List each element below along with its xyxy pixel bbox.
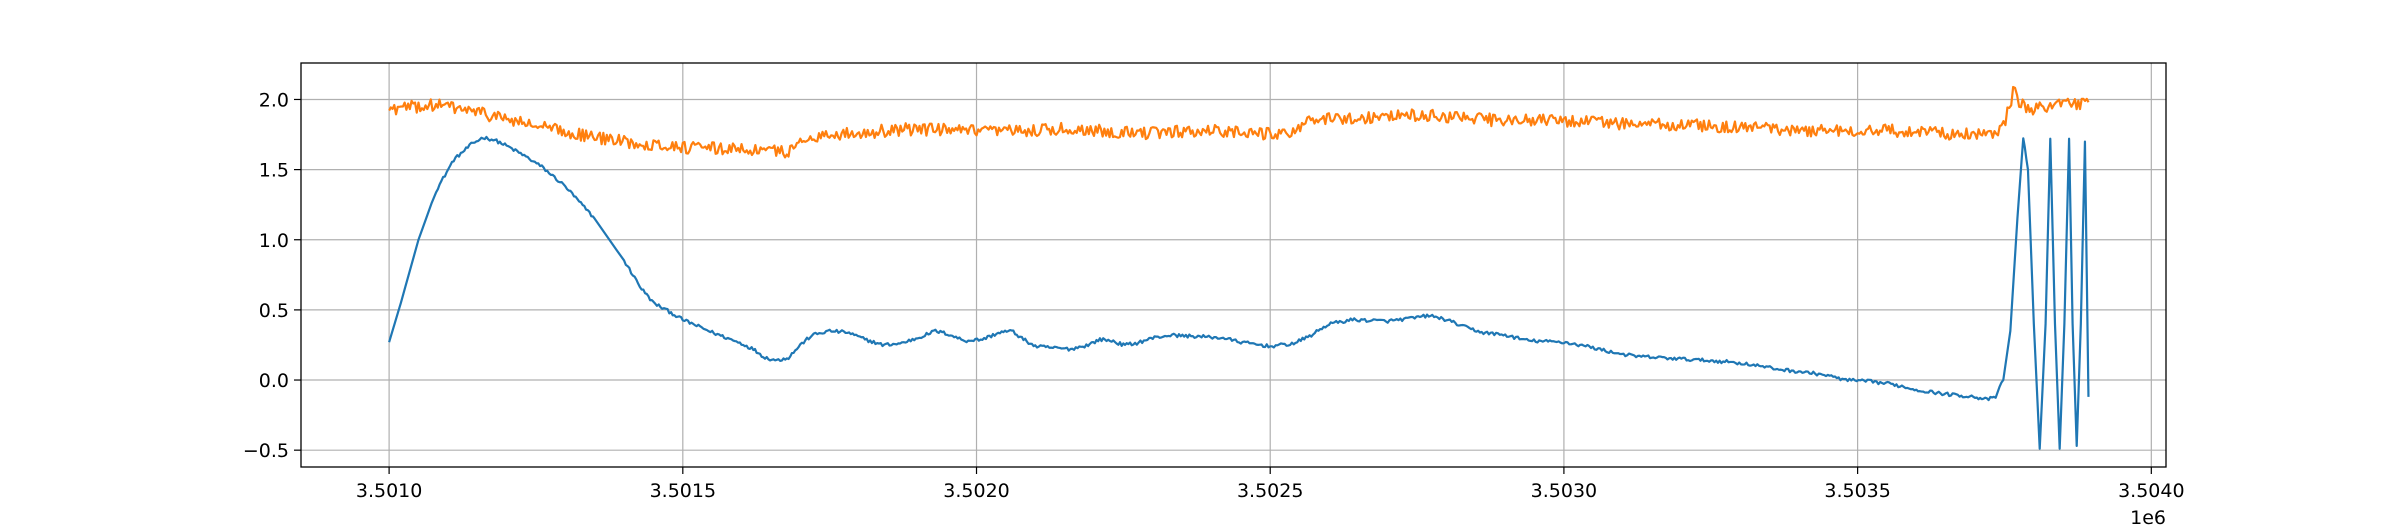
plot-area-frame [300, 62, 2167, 468]
axis-ticks: 3.5010 3.5015 3.5020 3.5025 3.5030 3.5035 3.50… [243, 89, 2185, 502]
y-tick-label: 1.5 [259, 160, 289, 182]
x-tick-label: 3.5035 [1824, 480, 1890, 502]
series-line-2 [388, 85, 2090, 159]
x-tick-label: 3.5020 [943, 480, 1009, 502]
x-axis-offset-label: 1e6 [2130, 507, 2166, 525]
y-tick-label: 1.0 [259, 230, 289, 252]
y-tick-label: −0.5 [243, 440, 289, 462]
y-tick-label: 0.0 [259, 370, 289, 392]
series-line-1 [388, 135, 2090, 450]
x-tick-label: 3.5030 [1531, 480, 1597, 502]
series-layer [388, 85, 2090, 450]
x-tick-label: 3.5015 [650, 480, 716, 502]
y-tick-label: 2.0 [259, 89, 289, 111]
x-tick-label: 3.5025 [1237, 480, 1303, 502]
grid [301, 63, 2166, 467]
x-tick-label: 3.5010 [356, 480, 422, 502]
y-tick-label: 0.5 [259, 300, 289, 322]
x-tick-label: 3.5040 [2118, 480, 2184, 502]
